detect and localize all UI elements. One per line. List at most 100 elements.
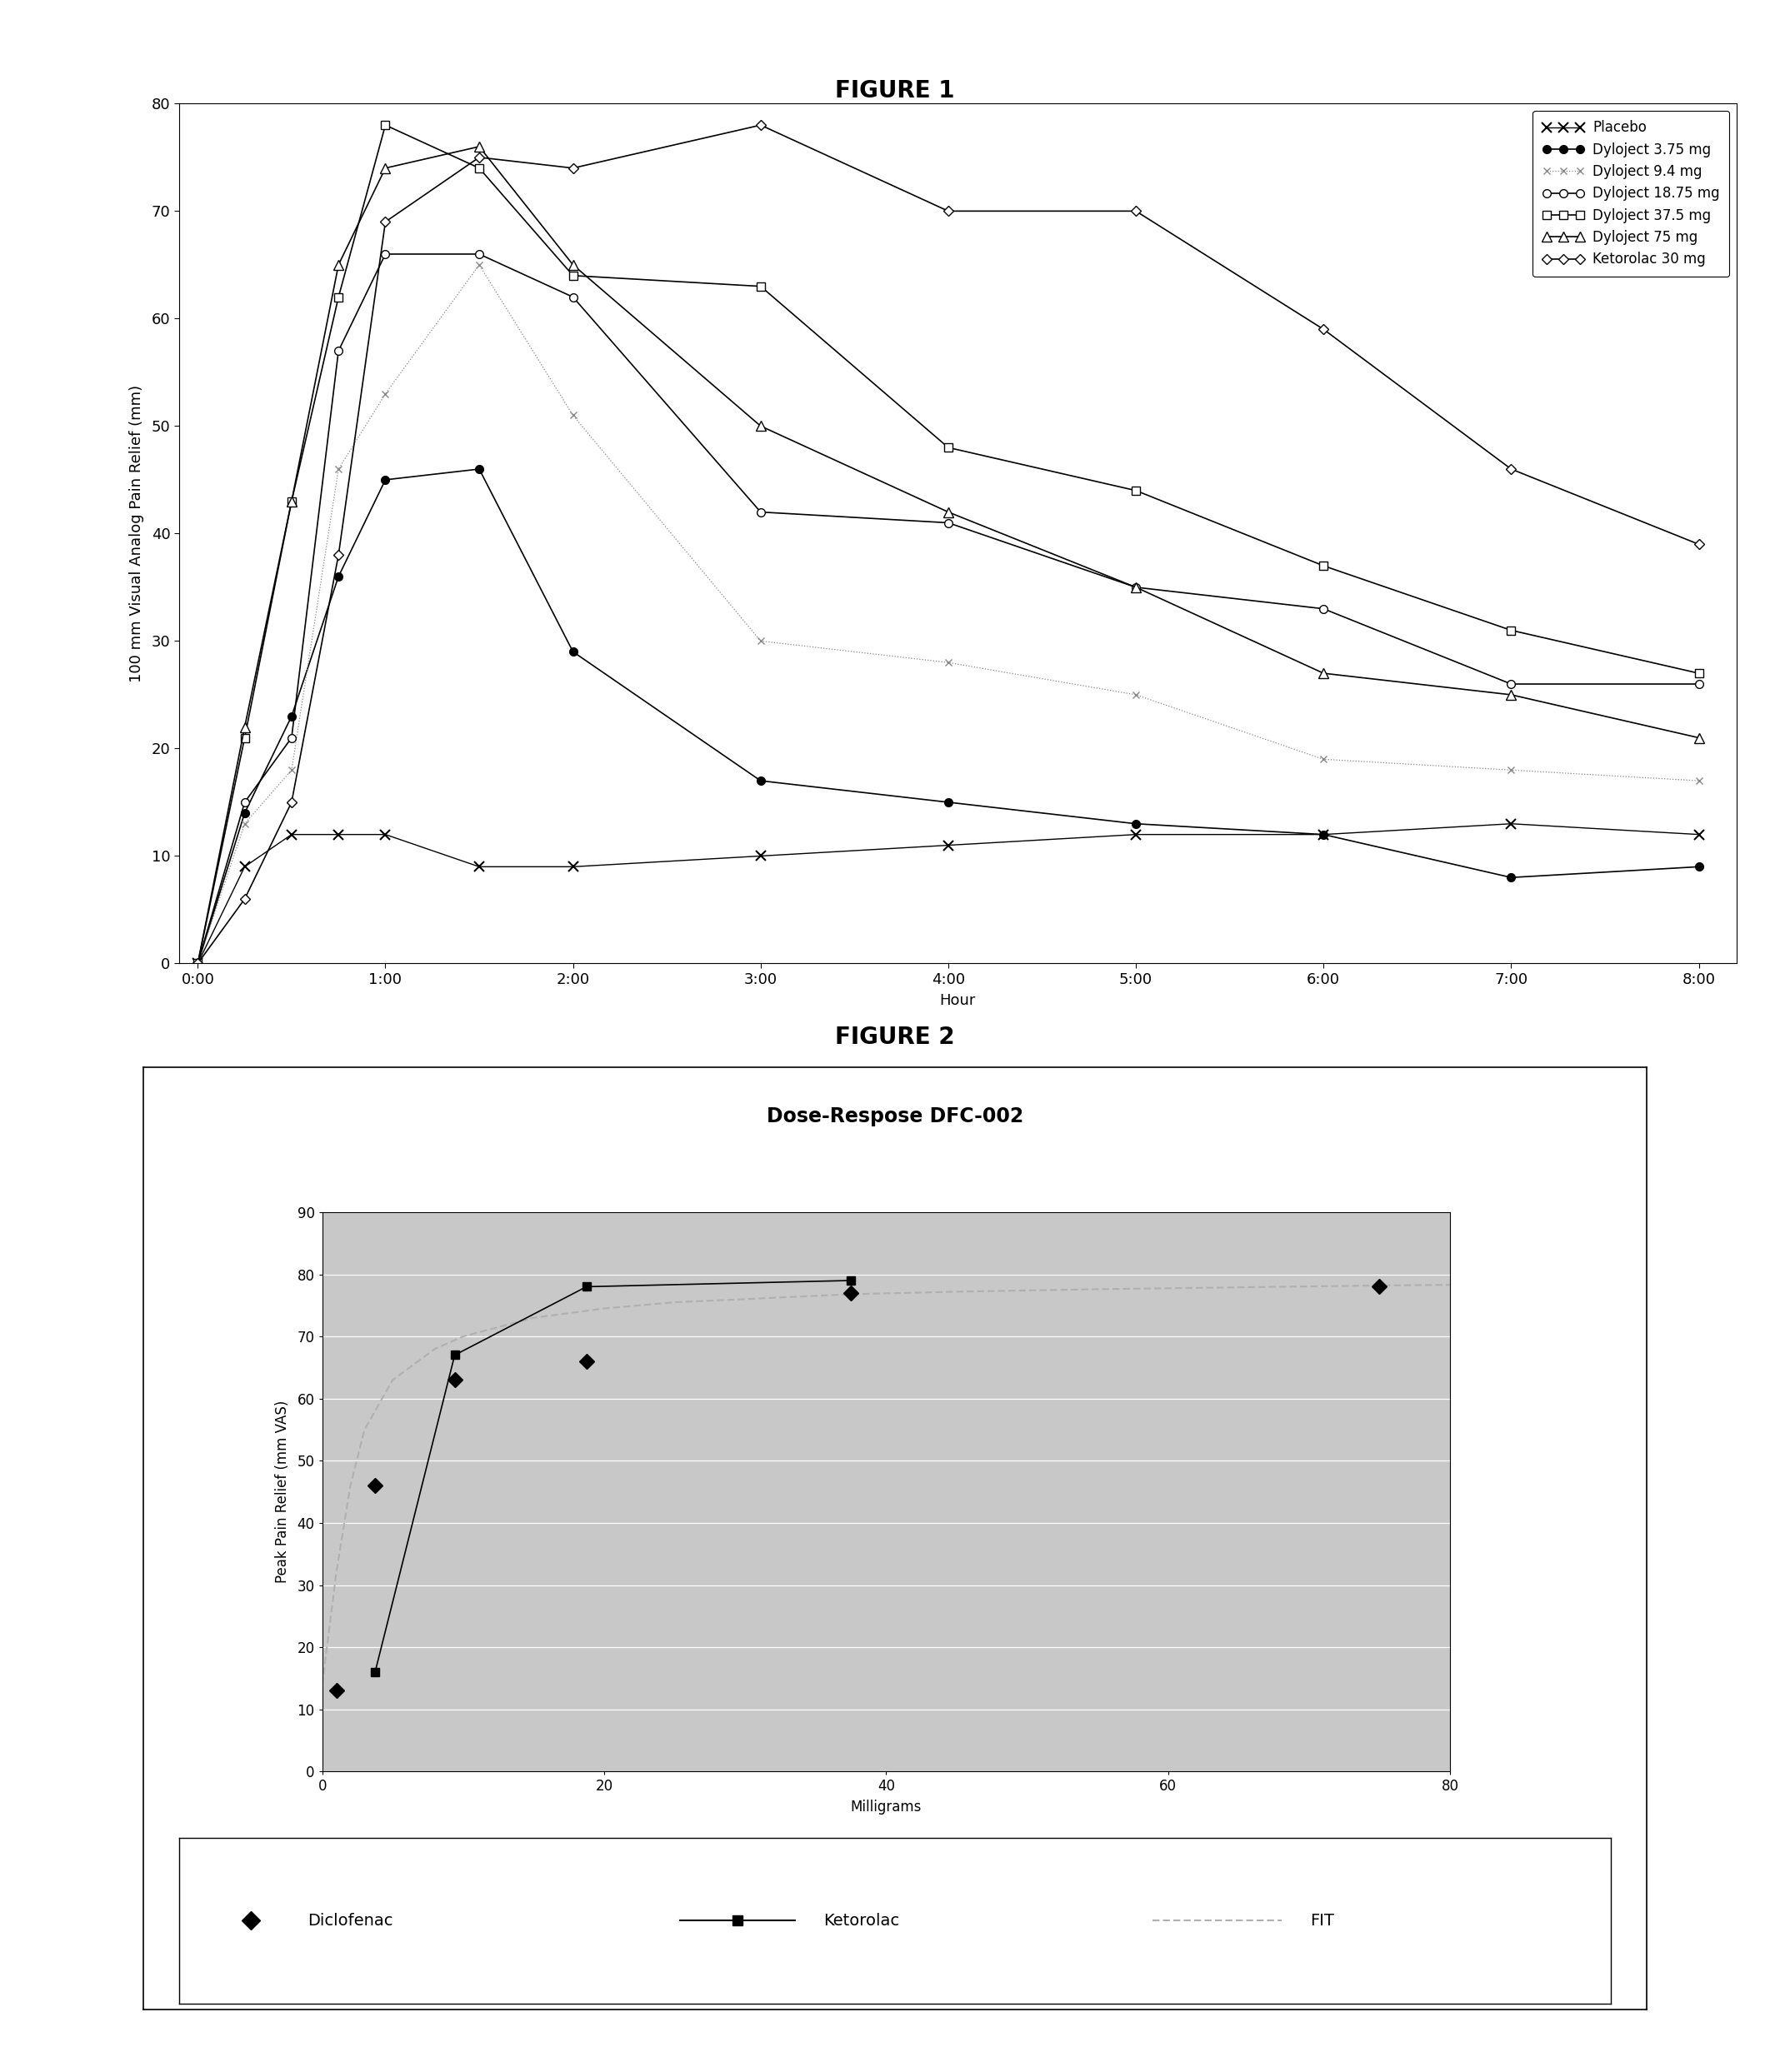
Dyloject 18.75 mg	[1126, 574, 1147, 599]
Ketorolac 30 mg	[1500, 456, 1522, 481]
Text: Diclofenac: Diclofenac	[308, 1912, 394, 1929]
Line: Dyloject 75 mg: Dyloject 75 mg	[193, 143, 1704, 968]
Ketorolac 30 mg	[938, 199, 959, 224]
Dyloject 3.75 mg	[469, 456, 490, 481]
Text: Ketorolac: Ketorolac	[823, 1912, 899, 1929]
Ketorolac 30 mg	[328, 543, 349, 568]
Dyloject 18.75 mg	[1500, 671, 1522, 696]
Dyloject 75 mg	[1126, 574, 1147, 599]
Dyloject 3.75 mg	[234, 800, 256, 825]
Dyloject 3.75 mg	[1126, 812, 1147, 837]
Dyloject 3.75 mg	[938, 789, 959, 814]
Text: FIGURE 2: FIGURE 2	[836, 1026, 954, 1048]
Line: Placebo: Placebo	[193, 818, 1704, 968]
Dyloject 75 mg	[281, 489, 303, 514]
Dyloject 9.4 mg	[938, 651, 959, 675]
Dyloject 37.5 mg	[1500, 617, 1522, 642]
Ketorolac 30 mg	[750, 112, 771, 137]
Placebo	[186, 951, 208, 976]
Ketorolac 30 mg	[469, 145, 490, 170]
Dyloject 37.5 mg	[281, 489, 303, 514]
Dyloject 3.75 mg	[374, 468, 396, 493]
Dyloject 9.4 mg	[374, 381, 396, 406]
Dyloject 37.5 mg	[234, 725, 256, 750]
Dyloject 75 mg	[1312, 661, 1334, 686]
X-axis label: Hour: Hour	[940, 992, 976, 1007]
Dyloject 3.75 mg	[1500, 866, 1522, 891]
Placebo	[562, 854, 584, 879]
Dyloject 75 mg	[186, 951, 208, 976]
Placebo	[938, 833, 959, 858]
Dyloject 18.75 mg	[1688, 671, 1709, 696]
Placebo	[281, 823, 303, 847]
Dyloject 3.75 mg	[281, 704, 303, 729]
Dyloject 37.5 mg	[328, 284, 349, 309]
Placebo	[1688, 823, 1709, 847]
Dyloject 37.5 mg	[186, 951, 208, 976]
Dyloject 9.4 mg	[234, 812, 256, 837]
Dyloject 75 mg	[469, 135, 490, 160]
Dyloject 3.75 mg	[1312, 823, 1334, 847]
Dyloject 18.75 mg	[281, 725, 303, 750]
Dyloject 18.75 mg	[374, 242, 396, 267]
Dyloject 9.4 mg	[562, 402, 584, 427]
Ketorolac 30 mg	[1126, 199, 1147, 224]
Line: Ketorolac 30 mg: Ketorolac 30 mg	[195, 122, 1702, 968]
Text: FIGURE 1: FIGURE 1	[836, 79, 954, 102]
Line: Dyloject 9.4 mg: Dyloject 9.4 mg	[195, 261, 1702, 968]
Dyloject 9.4 mg	[1312, 746, 1334, 771]
Y-axis label: 100 mm Visual Analog Pain Relief (mm): 100 mm Visual Analog Pain Relief (mm)	[129, 385, 145, 682]
Dyloject 37.5 mg	[374, 112, 396, 137]
Placebo	[1312, 823, 1334, 847]
Dyloject 18.75 mg	[186, 951, 208, 976]
Dyloject 9.4 mg	[1688, 769, 1709, 794]
Dyloject 75 mg	[234, 715, 256, 740]
Placebo	[1500, 812, 1522, 837]
Text: FIT: FIT	[1310, 1912, 1334, 1929]
Ketorolac 30 mg	[1312, 317, 1334, 342]
Dyloject 9.4 mg	[469, 253, 490, 278]
Dyloject 18.75 mg	[328, 338, 349, 363]
Dyloject 18.75 mg	[938, 510, 959, 535]
Placebo	[234, 854, 256, 879]
Dyloject 18.75 mg	[562, 284, 584, 309]
X-axis label: Milligrams: Milligrams	[850, 1801, 922, 1815]
Dyloject 9.4 mg	[1500, 758, 1522, 783]
Dyloject 3.75 mg	[186, 951, 208, 976]
Dyloject 18.75 mg	[469, 242, 490, 267]
Placebo	[328, 823, 349, 847]
Dyloject 3.75 mg	[750, 769, 771, 794]
Placebo	[469, 854, 490, 879]
Placebo	[1126, 823, 1147, 847]
Dyloject 75 mg	[562, 253, 584, 278]
Dyloject 37.5 mg	[469, 155, 490, 180]
Ketorolac 30 mg	[186, 951, 208, 976]
Dyloject 37.5 mg	[1312, 553, 1334, 578]
Ketorolac 30 mg	[1688, 533, 1709, 557]
Dyloject 18.75 mg	[750, 499, 771, 524]
Dyloject 18.75 mg	[234, 789, 256, 814]
Dyloject 9.4 mg	[186, 951, 208, 976]
Ketorolac 30 mg	[281, 789, 303, 814]
Dyloject 9.4 mg	[750, 628, 771, 653]
Ketorolac 30 mg	[234, 887, 256, 912]
Dyloject 37.5 mg	[1126, 479, 1147, 503]
Line: Dyloject 3.75 mg: Dyloject 3.75 mg	[193, 464, 1702, 968]
Dyloject 37.5 mg	[938, 435, 959, 460]
Dyloject 37.5 mg	[750, 274, 771, 298]
Legend: Placebo, Dyloject 3.75 mg, Dyloject 9.4 mg, Dyloject 18.75 mg, Dyloject 37.5 mg,: Placebo, Dyloject 3.75 mg, Dyloject 9.4 …	[1532, 110, 1729, 278]
Ketorolac 30 mg	[562, 155, 584, 180]
Text: Dose-Respose DFC-002: Dose-Respose DFC-002	[766, 1106, 1024, 1127]
Placebo	[374, 823, 396, 847]
Dyloject 37.5 mg	[1688, 661, 1709, 686]
Dyloject 9.4 mg	[281, 758, 303, 783]
Dyloject 75 mg	[1500, 682, 1522, 707]
Dyloject 18.75 mg	[1312, 597, 1334, 622]
Dyloject 3.75 mg	[1688, 854, 1709, 879]
Dyloject 3.75 mg	[562, 640, 584, 665]
Dyloject 3.75 mg	[328, 564, 349, 588]
Dyloject 9.4 mg	[328, 456, 349, 481]
Dyloject 9.4 mg	[1126, 682, 1147, 707]
Dyloject 75 mg	[328, 253, 349, 278]
Dyloject 37.5 mg	[562, 263, 584, 288]
